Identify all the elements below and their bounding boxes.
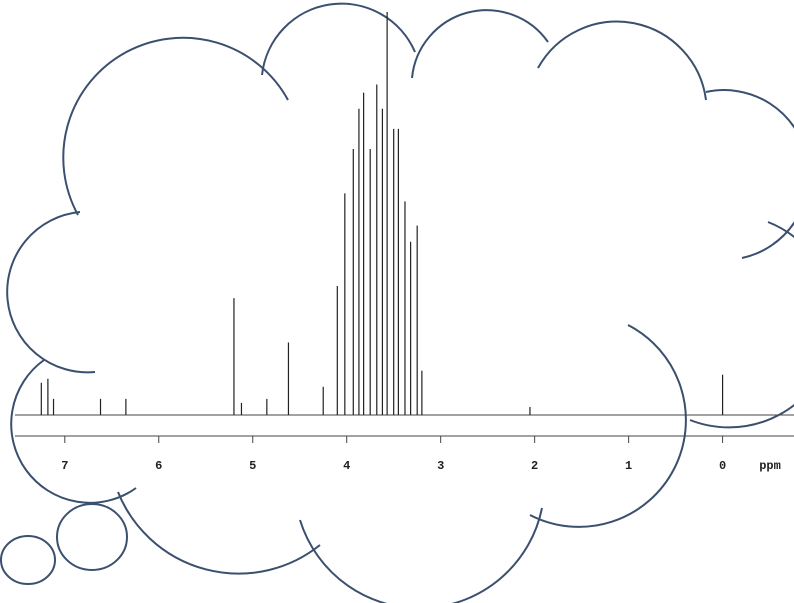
cloud-arc <box>10 359 137 504</box>
x-tick-label: 1 <box>625 459 632 473</box>
cloud-arc <box>705 89 794 259</box>
x-tick-label: 6 <box>155 459 162 473</box>
x-axis-label: ppm <box>759 459 781 473</box>
cloud-bubble <box>56 503 128 571</box>
cloud-arc <box>411 9 549 79</box>
x-tick-label: 2 <box>531 459 538 473</box>
cloud-arc <box>529 324 687 528</box>
cloud-arc <box>261 2 416 76</box>
cloud-arc <box>62 36 289 216</box>
x-tick-label: 5 <box>249 459 256 473</box>
x-tick-label: 4 <box>343 459 350 473</box>
x-tick-label: 0 <box>719 459 726 473</box>
cloud-arc <box>537 20 707 101</box>
x-tick-label: 7 <box>61 459 68 473</box>
x-tick-label: 3 <box>437 459 444 473</box>
cloud-arc <box>299 507 543 603</box>
cloud-arc <box>689 221 794 429</box>
cloud-bubble <box>0 535 56 585</box>
cloud-arc <box>6 211 96 374</box>
cloud-arc <box>117 491 321 575</box>
